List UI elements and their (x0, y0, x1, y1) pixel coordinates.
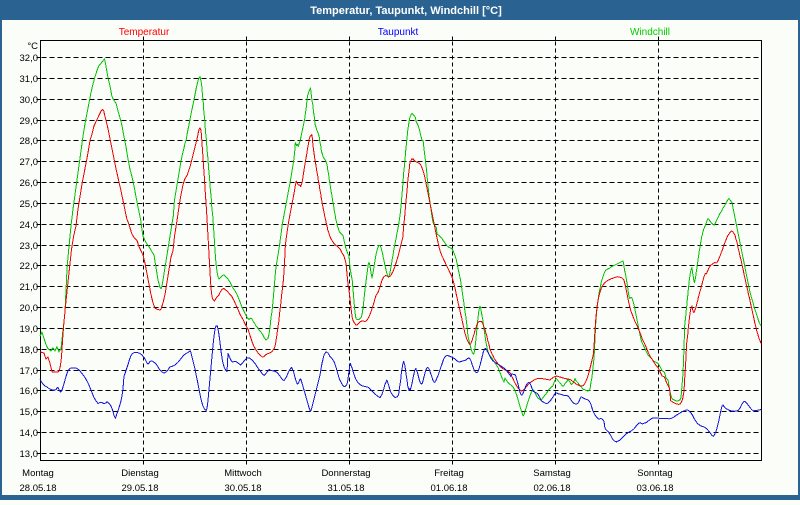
svg-text:31.05.18: 31.05.18 (328, 483, 365, 494)
svg-text:°C: °C (27, 41, 38, 52)
svg-text:28,0: 28,0 (20, 136, 39, 147)
svg-text:Mittwoch: Mittwoch (224, 468, 261, 479)
svg-text:Montag: Montag (22, 468, 54, 479)
svg-text:01.06.18: 01.06.18 (431, 483, 468, 494)
svg-text:15,0: 15,0 (20, 407, 39, 418)
svg-text:03.06.18: 03.06.18 (637, 483, 674, 494)
svg-text:Taupunkt: Taupunkt (378, 27, 419, 38)
svg-text:Samstag: Samstag (533, 468, 571, 479)
svg-text:29.05.18: 29.05.18 (122, 483, 159, 494)
svg-text:20,0: 20,0 (20, 303, 39, 314)
svg-text:18,0: 18,0 (20, 345, 39, 356)
svg-text:21,0: 21,0 (20, 282, 39, 293)
svg-text:28.05.18: 28.05.18 (20, 483, 57, 494)
svg-text:22,0: 22,0 (20, 261, 39, 272)
svg-text:Temperatur: Temperatur (119, 27, 170, 38)
svg-text:Donnerstag: Donnerstag (321, 468, 370, 479)
svg-text:26,0: 26,0 (20, 178, 39, 189)
svg-text:02.06.18: 02.06.18 (534, 483, 571, 494)
svg-text:Freitag: Freitag (434, 468, 464, 479)
svg-text:13,0: 13,0 (20, 449, 39, 460)
svg-text:29,0: 29,0 (20, 116, 39, 127)
svg-text:32,0: 32,0 (20, 53, 39, 64)
svg-text:27,0: 27,0 (20, 157, 39, 168)
svg-text:23,0: 23,0 (20, 241, 39, 252)
svg-text:31,0: 31,0 (20, 74, 39, 85)
svg-text:30,0: 30,0 (20, 95, 39, 106)
svg-text:14,0: 14,0 (20, 428, 39, 439)
svg-text:Dienstag: Dienstag (121, 468, 159, 479)
svg-text:19,0: 19,0 (20, 324, 39, 335)
svg-text:24,0: 24,0 (20, 220, 39, 231)
svg-text:25,0: 25,0 (20, 199, 39, 210)
svg-text:Temperatur, Taupunkt, Windchil: Temperatur, Taupunkt, Windchill [°C] (310, 5, 502, 17)
svg-text:17,0: 17,0 (20, 366, 39, 377)
svg-text:30.05.18: 30.05.18 (225, 483, 262, 494)
svg-text:16,0: 16,0 (20, 386, 39, 397)
svg-text:Windchill: Windchill (630, 27, 670, 38)
svg-text:Sonntag: Sonntag (637, 468, 672, 479)
